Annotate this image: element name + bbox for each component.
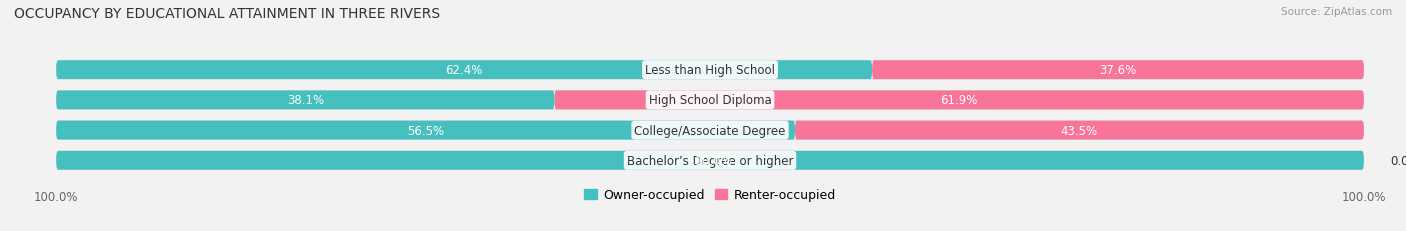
FancyBboxPatch shape — [554, 91, 1364, 110]
Text: OCCUPANCY BY EDUCATIONAL ATTAINMENT IN THREE RIVERS: OCCUPANCY BY EDUCATIONAL ATTAINMENT IN T… — [14, 7, 440, 21]
Text: 37.6%: 37.6% — [1099, 64, 1136, 77]
Legend: Owner-occupied, Renter-occupied: Owner-occupied, Renter-occupied — [579, 183, 841, 206]
Text: Bachelor’s Degree or higher: Bachelor’s Degree or higher — [627, 154, 793, 167]
Text: 38.1%: 38.1% — [287, 94, 323, 107]
FancyBboxPatch shape — [56, 121, 1364, 140]
Text: Source: ZipAtlas.com: Source: ZipAtlas.com — [1281, 7, 1392, 17]
Text: 43.5%: 43.5% — [1062, 124, 1098, 137]
Text: 62.4%: 62.4% — [446, 64, 482, 77]
Text: 61.9%: 61.9% — [941, 94, 977, 107]
FancyBboxPatch shape — [56, 91, 554, 110]
FancyBboxPatch shape — [56, 61, 1364, 80]
Text: College/Associate Degree: College/Associate Degree — [634, 124, 786, 137]
FancyBboxPatch shape — [794, 121, 1364, 140]
FancyBboxPatch shape — [56, 151, 1364, 170]
Text: 100.0%: 100.0% — [688, 154, 733, 167]
FancyBboxPatch shape — [56, 121, 794, 140]
FancyBboxPatch shape — [56, 151, 1364, 170]
Text: 0.0%: 0.0% — [1391, 154, 1406, 167]
FancyBboxPatch shape — [56, 91, 1364, 110]
Text: High School Diploma: High School Diploma — [648, 94, 772, 107]
Text: Less than High School: Less than High School — [645, 64, 775, 77]
FancyBboxPatch shape — [872, 61, 1364, 80]
FancyBboxPatch shape — [56, 61, 872, 80]
Text: 56.5%: 56.5% — [408, 124, 444, 137]
